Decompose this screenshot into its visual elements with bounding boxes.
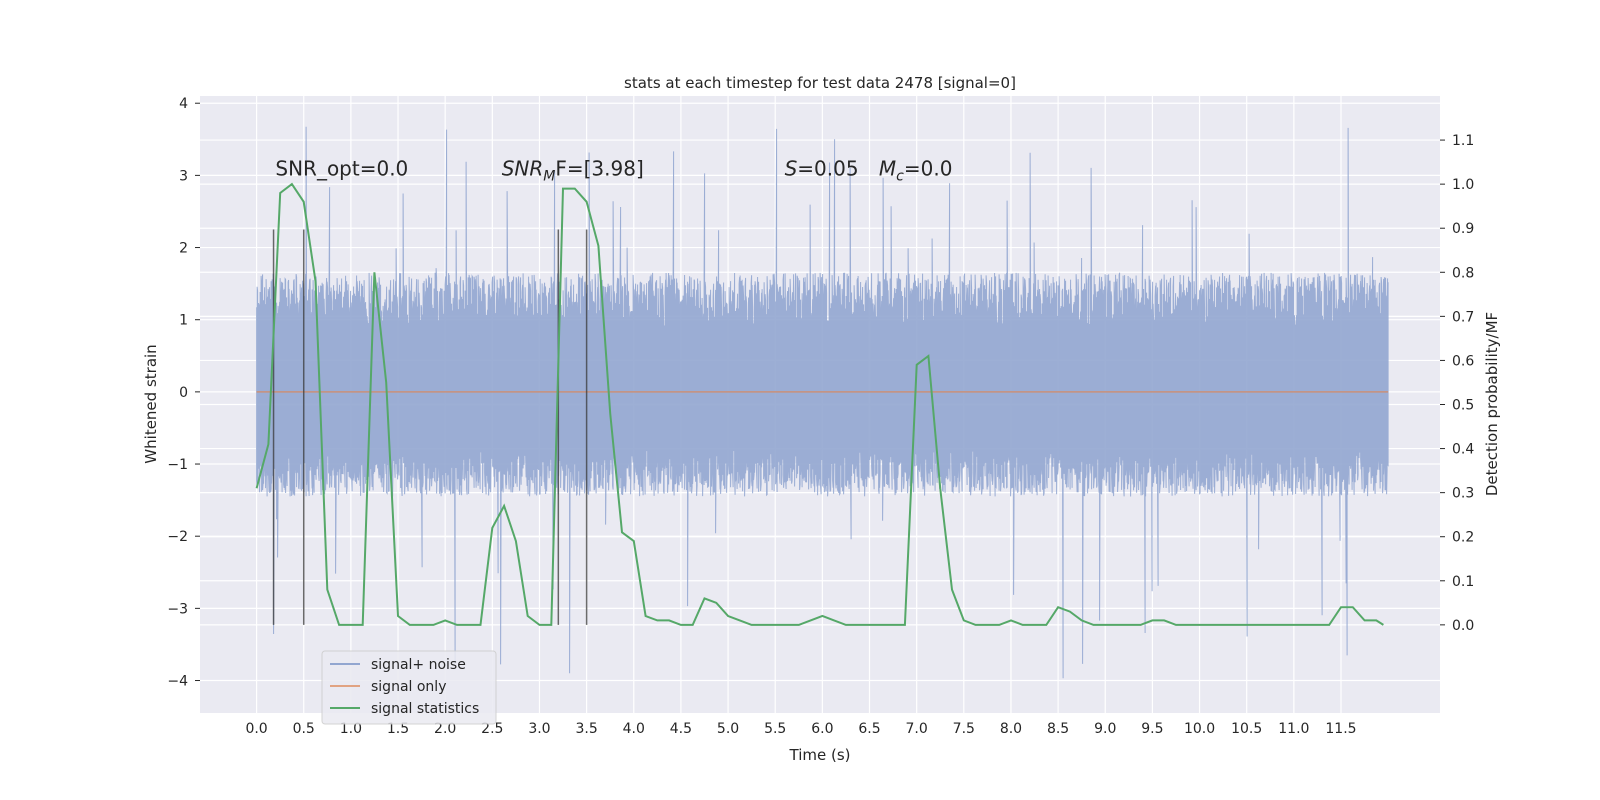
- x-tick-label: 0.5: [293, 721, 315, 737]
- x-tick-label: 3.5: [575, 721, 597, 737]
- y-tick-label: 2: [179, 241, 188, 257]
- y-right-tick-label: 0.1: [1452, 574, 1474, 590]
- x-tick-label: 4.5: [670, 721, 692, 737]
- x-tick-label: 5.0: [717, 721, 739, 737]
- x-tick-label: 6.5: [858, 721, 880, 737]
- annotation-mc-sub: c: [896, 168, 904, 184]
- y-right-tick-label: 1.0: [1452, 177, 1474, 193]
- x-tick-label: 3.0: [528, 721, 550, 737]
- y-right-tick-label: 0.8: [1452, 265, 1474, 281]
- annotation-snr-mf-tail: F=[3.98]: [555, 156, 643, 180]
- legend-box: [321, 650, 497, 725]
- x-tick-label: 6.0: [811, 721, 833, 737]
- annotation-snr-mf-sub: M: [543, 168, 555, 184]
- annotation-snr-mf: SNRMF=[3.98]: [502, 156, 644, 184]
- x-tick-label: 5.5: [764, 721, 786, 737]
- annotation-snr-opt: SNR_opt=0.0: [275, 156, 408, 180]
- x-axis-ticks: 0.0 0.5 1.0 1.5 2.0 2.5 3.0 3.5 4.0 4.5 5.0 5.5 6.0 6…: [245, 721, 1356, 737]
- y-right-tick-label: 0.3: [1452, 486, 1474, 502]
- x-tick-label: 10.0: [1184, 721, 1215, 737]
- x-tick-label: 7.5: [953, 721, 975, 737]
- y-tick-label: −2: [167, 529, 188, 545]
- x-tick-label: 1.0: [340, 721, 362, 737]
- annotation-snr-mf-main: SNR: [502, 156, 544, 180]
- annotations: SNR_opt=0.0 SNRMF=[3.98] S=0.05 Mc=0.0: [275, 156, 952, 184]
- y-axis-right-ticks: 0.0 0.1 0.2 0.3 0.4 0.5 0.6 0.7 0.8 0.9 1.0 1.1: [1440, 133, 1474, 634]
- legend-label-signal-only: signal only: [371, 679, 446, 695]
- y-axis-ticks: −4 −3 −2 −1 0 1 2 3 4: [167, 96, 200, 690]
- y-right-tick-label: 0.0: [1452, 618, 1474, 634]
- annotation-s-tail: =0.05: [797, 156, 858, 180]
- x-tick-label: 9.5: [1141, 721, 1163, 737]
- x-tick-label: 11.5: [1325, 721, 1356, 737]
- x-tick-label: 11.0: [1278, 721, 1309, 737]
- annotation-s: S=0.05: [785, 156, 859, 180]
- y-tick-label: 4: [179, 96, 188, 112]
- legend-label-signal-noise: signal+ noise: [371, 657, 466, 673]
- x-tick-label: 7.0: [906, 721, 928, 737]
- y-right-tick-label: 0.9: [1452, 221, 1474, 237]
- x-tick-label: 8.0: [1000, 721, 1022, 737]
- x-tick-label: 2.0: [434, 721, 456, 737]
- x-axis-label: Time (s): [789, 746, 851, 764]
- x-tick-label: 10.5: [1231, 721, 1262, 737]
- y-axis-label: Whitened strain: [142, 344, 160, 463]
- y-right-tick-label: 0.6: [1452, 353, 1474, 369]
- annotation-s-main: S: [785, 156, 798, 180]
- vertical-markers: [272, 229, 588, 625]
- y-tick-label: −4: [167, 674, 188, 690]
- y-tick-label: 0: [179, 385, 188, 401]
- x-tick-label: 9.0: [1094, 721, 1116, 737]
- x-tick-label: 2.5: [481, 721, 503, 737]
- y-right-tick-label: 1.1: [1452, 133, 1474, 149]
- y-right-tick-label: 0.4: [1452, 442, 1474, 458]
- annotation-mc: Mc=0.0: [879, 156, 953, 184]
- y-axis-right-label: Detection probability/MF: [1483, 312, 1501, 496]
- y-right-tick-label: 0.7: [1452, 309, 1474, 325]
- y-right-tick-label: 0.5: [1452, 398, 1474, 414]
- chart-title: stats at each timestep for test data 247…: [624, 74, 1016, 92]
- y-right-tick-label: 0.2: [1452, 530, 1474, 546]
- legend-label-signal-statistics: signal statistics: [371, 701, 479, 717]
- x-tick-label: 4.0: [623, 721, 645, 737]
- signal-statistics-line: [255, 182, 1384, 626]
- y-tick-label: −1: [167, 457, 188, 473]
- annotation-mc-tail: =0.0: [904, 156, 953, 180]
- annotation-mc-main: M: [879, 156, 896, 180]
- y-tick-label: 1: [179, 313, 188, 329]
- legend: signal+ noise signal only signal statist…: [321, 650, 497, 725]
- x-tick-label: 0.0: [245, 721, 267, 737]
- x-tick-label: 8.5: [1047, 721, 1069, 737]
- y-tick-label: 3: [179, 168, 188, 184]
- y-tick-label: −3: [167, 601, 188, 617]
- signal-statistics-series: [255, 182, 1384, 626]
- x-tick-label: 1.5: [387, 721, 409, 737]
